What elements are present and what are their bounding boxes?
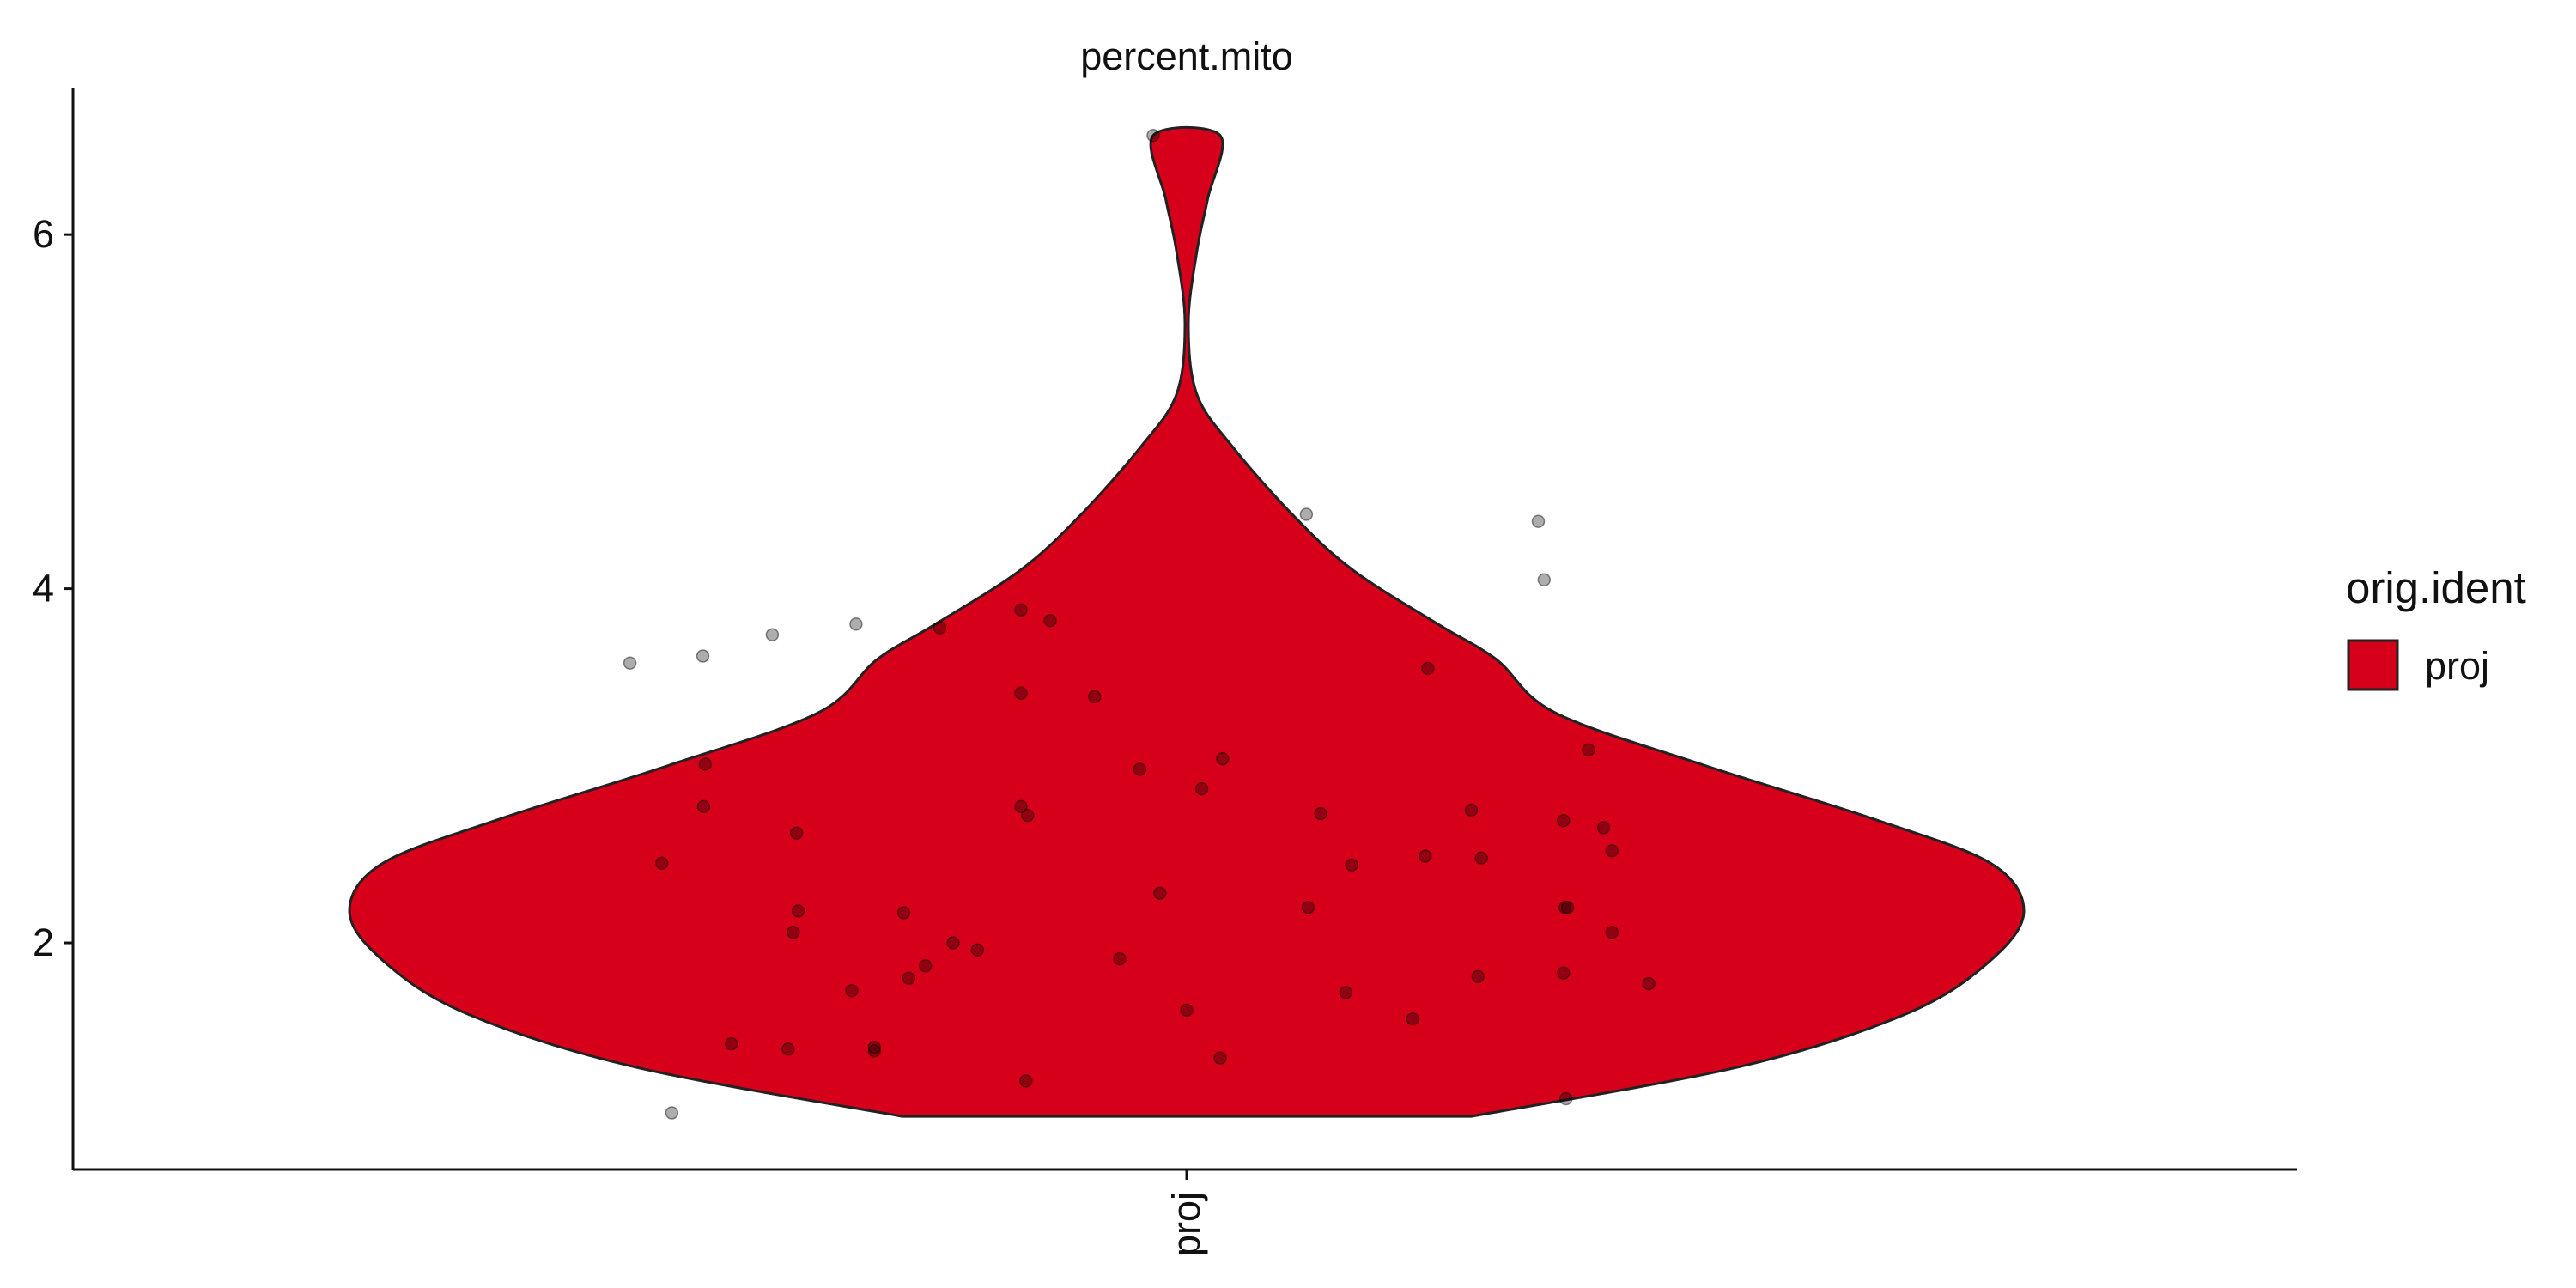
y-axis-ticks: 2 4 6 — [33, 212, 73, 964]
data-point — [933, 621, 947, 635]
data-point — [896, 906, 911, 920]
data-point — [1043, 613, 1057, 628]
data-point — [1133, 762, 1147, 776]
data-point — [1113, 951, 1127, 966]
data-point — [1146, 128, 1160, 143]
legend-key-proj — [2347, 639, 2399, 691]
data-point — [1014, 686, 1028, 701]
data-point — [1301, 901, 1315, 914]
data-point — [1406, 1012, 1420, 1026]
x-axis-ticks: proj — [1164, 1170, 1208, 1256]
data-point — [1605, 925, 1619, 939]
data-point — [1642, 976, 1656, 991]
data-point — [1014, 799, 1028, 814]
plot-area — [348, 125, 2026, 1120]
data-point — [1019, 1074, 1033, 1088]
legend-label-proj: proj — [2425, 644, 2489, 688]
data-point — [919, 959, 933, 973]
data-point — [1557, 813, 1571, 828]
data-point — [1596, 821, 1611, 835]
data-point — [1419, 849, 1432, 863]
data-point — [789, 826, 804, 840]
data-point — [1021, 808, 1035, 823]
data-point — [1180, 1003, 1194, 1018]
chart-title: percent.mito — [1080, 34, 1293, 78]
data-point — [791, 904, 805, 918]
data-point — [1314, 806, 1327, 821]
data-point — [1339, 986, 1353, 999]
data-point — [654, 856, 669, 870]
data-point — [970, 943, 985, 957]
x-tick-label: proj — [1164, 1192, 1208, 1256]
data-point — [946, 936, 960, 950]
data-point — [1088, 690, 1102, 704]
data-point — [867, 1040, 882, 1054]
data-point — [1474, 851, 1488, 865]
data-point — [781, 1042, 795, 1056]
data-point — [845, 983, 859, 998]
data-point — [902, 971, 916, 986]
data-point — [1582, 743, 1595, 757]
data-point — [765, 628, 780, 641]
data-point — [787, 925, 800, 939]
data-point — [724, 1036, 738, 1051]
legend: orig.ident proj — [2346, 563, 2526, 691]
data-point — [1299, 507, 1314, 521]
data-point — [696, 799, 711, 814]
data-point — [1558, 901, 1572, 914]
data-point — [1558, 1091, 1573, 1106]
data-point — [867, 1044, 882, 1058]
data-point — [1194, 781, 1209, 796]
data-point — [1464, 803, 1479, 817]
violin-proj — [348, 125, 2026, 1118]
y-tick-label: 6 — [33, 212, 54, 256]
data-point — [849, 617, 863, 631]
data-point — [1421, 661, 1435, 676]
data-point — [623, 656, 637, 670]
data-point — [1605, 844, 1619, 858]
data-point — [1153, 886, 1167, 901]
data-point — [698, 757, 713, 771]
legend-title: orig.ident — [2346, 563, 2526, 612]
data-point — [1557, 966, 1571, 980]
data-point — [1560, 901, 1575, 914]
y-tick-label: 4 — [33, 567, 54, 611]
data-point — [1014, 603, 1028, 617]
data-point — [665, 1106, 679, 1120]
y-tick-label: 2 — [33, 920, 54, 964]
jitter-points — [623, 128, 1656, 1120]
data-point — [1537, 573, 1552, 587]
data-point — [1345, 858, 1358, 872]
data-point — [1471, 969, 1485, 983]
data-point — [1531, 514, 1546, 528]
data-point — [696, 649, 710, 663]
data-point — [1213, 1051, 1227, 1065]
data-point — [1216, 751, 1230, 766]
